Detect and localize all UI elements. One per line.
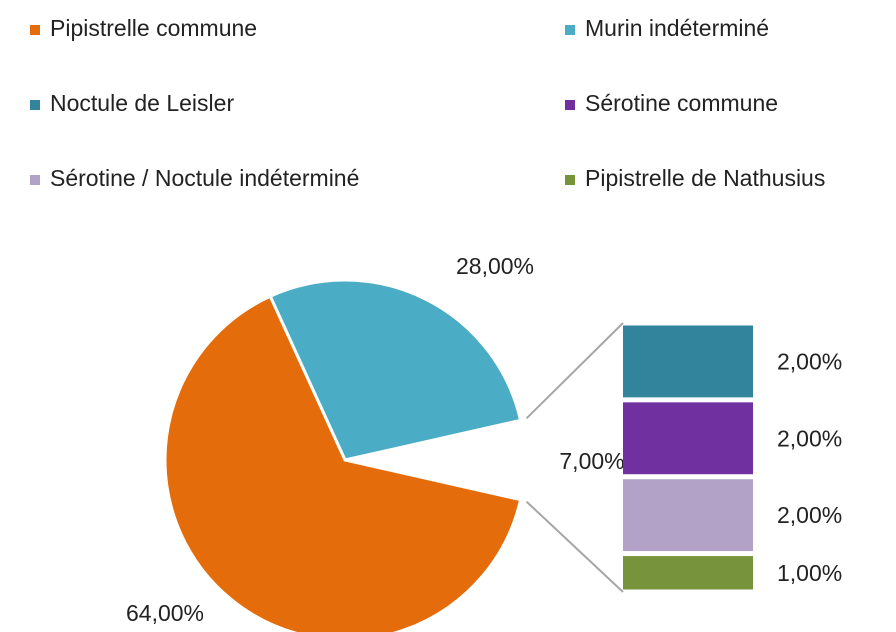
data-label: 64,00% — [126, 600, 204, 626]
bar-segment — [623, 556, 753, 590]
data-label: 2,00% — [777, 425, 842, 451]
legend-label: Sérotine / Noctule indéterminé — [50, 165, 359, 191]
legend-swatch — [565, 100, 575, 110]
pie-slice — [268, 278, 523, 462]
legend-label: Pipistrelle de Nathusius — [585, 165, 825, 191]
legend-label: Murin indéterminé — [585, 15, 769, 41]
connector — [525, 500, 624, 593]
legend-swatch — [30, 100, 40, 110]
data-label: 2,00% — [777, 349, 842, 375]
legend-swatch — [565, 175, 575, 185]
connector — [525, 322, 624, 420]
legend-swatch — [30, 25, 40, 35]
bar-segment — [623, 402, 753, 475]
legend-swatch — [565, 25, 575, 35]
legend-label: Pipistrelle commune — [50, 15, 257, 41]
data-label: 28,00% — [456, 253, 534, 279]
legend-swatch — [30, 175, 40, 185]
bar-segment — [623, 479, 753, 552]
legend-label: Sérotine commune — [585, 90, 778, 116]
data-label: 2,00% — [777, 502, 842, 528]
pie-slice — [163, 294, 523, 632]
legend-label: Noctule de Leisler — [50, 90, 234, 116]
other-label: 7,00% — [559, 448, 624, 474]
bar-segment — [623, 325, 753, 398]
data-label: 1,00% — [777, 560, 842, 586]
